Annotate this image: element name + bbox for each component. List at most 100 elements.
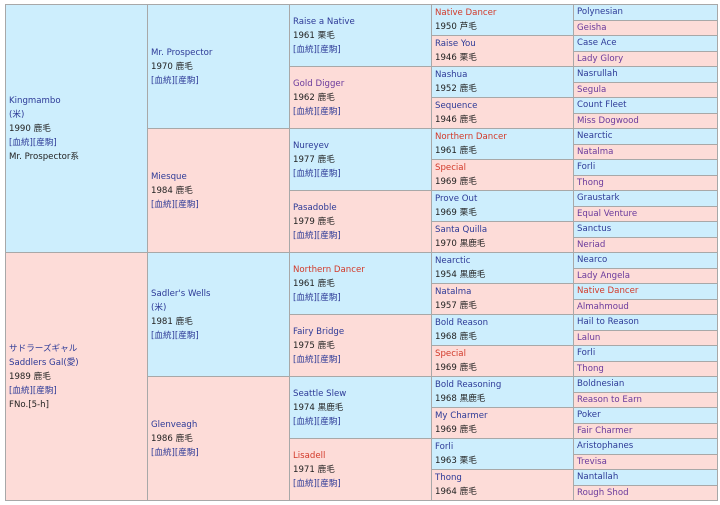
horse-name-link[interactable]: Sequence [435, 101, 478, 111]
dam-cell-gen5: Miss Dogwood [573, 112, 718, 129]
horse-name-link[interactable]: Sanctus [577, 224, 612, 235]
sire-cell-gen2: Sadler's Wells (米) 1981 鹿毛 [血統][産駒] [147, 252, 290, 377]
horse-name-link[interactable]: Miss Dogwood [577, 115, 639, 126]
horse-name-link[interactable]: Lalun [577, 332, 601, 343]
horse-name-link[interactable]: Nureyev [293, 140, 329, 151]
pedigree-row: Geisha [6, 19, 718, 36]
horse-info: 1975 鹿毛 [293, 340, 335, 351]
horse-name-link[interactable]: Poker [577, 410, 601, 421]
horse-name-link[interactable]: Santa Quilla [435, 225, 488, 235]
sire-cell-gen5: Nearctic [573, 128, 718, 145]
horse-name-link[interactable]: Sadler's Wells [151, 288, 211, 299]
horse-name-link[interactable]: Nearco [577, 255, 608, 266]
horse-name-link[interactable]: Lady Glory [577, 53, 624, 64]
pedigree-links[interactable]: (米) [151, 302, 167, 313]
horse-name-link[interactable]: Boldnesian [577, 379, 625, 390]
horse-info: 1970 鹿毛 [151, 61, 193, 72]
sire-cell-gen5: Forli [573, 345, 718, 362]
horse-name-link[interactable]: Lady Angela [577, 270, 631, 281]
pedigree-row: Equal Venture [6, 205, 718, 222]
dam-cell-gen5: Thong [573, 360, 718, 377]
pedigree-links[interactable]: [血統][産駒] [293, 230, 341, 241]
horse-name-link[interactable]: Glenveagh [151, 419, 198, 430]
horse-name-link[interactable]: Case Ace [577, 38, 617, 49]
horse-name-link[interactable]: Reason to Earn [577, 394, 642, 405]
horse-name-link[interactable]: Northern Dancer [293, 264, 365, 275]
horse-name-link[interactable]: Lisadell [293, 450, 326, 461]
horse-name-link[interactable]: Prove Out [435, 194, 478, 204]
dam-cell-gen4: Sequence 1946 鹿毛 [431, 97, 574, 129]
horse-name-link[interactable]: Native Dancer [435, 8, 497, 18]
pedigree-row: Thong [6, 360, 718, 377]
horse-name-link[interactable]: Almahmoud [577, 301, 629, 312]
horse-info: 1957 鹿毛 [435, 301, 477, 311]
horse-name-link[interactable]: Miesque [151, 171, 187, 182]
horse-name-link[interactable]: My Charmer [435, 411, 488, 421]
sire-cell-gen4: Nearctic 1954 黒鹿毛 [431, 252, 574, 284]
horse-name-link[interactable]: Nearctic [435, 256, 471, 266]
horse-info: Mr. Prospector系 [9, 151, 79, 162]
pedigree-links[interactable]: [血統][産駒] [151, 330, 199, 341]
horse-name-link[interactable]: Nashua [435, 70, 468, 80]
pedigree-links[interactable]: [血統][産駒] [293, 292, 341, 303]
horse-name-link[interactable]: Thong [577, 177, 604, 188]
pedigree-links[interactable]: [血統][産駒] [151, 75, 199, 86]
horse-name-link[interactable]: Segula [577, 84, 607, 95]
horse-name-link[interactable]: Hail to Reason [577, 317, 639, 328]
horse-name-link[interactable]: Fairy Bridge [293, 326, 345, 337]
pedigree-links[interactable]: [血統][産駒] [293, 168, 341, 179]
horse-name-link[interactable]: Mr. Prospector [151, 47, 213, 58]
horse-name-link[interactable]: Raise You [435, 39, 476, 49]
horse-name-link[interactable]: Equal Venture [577, 208, 638, 219]
horse-name-link[interactable]: Pasadoble [293, 202, 337, 213]
horse-name-link[interactable]: Forli [435, 442, 454, 452]
pedigree-links[interactable]: (米) [9, 109, 25, 120]
horse-name-link[interactable]: Nearctic [577, 131, 613, 142]
horse-name-link[interactable]: Count Fleet [577, 100, 627, 111]
horse-name-link[interactable]: Natalma [435, 287, 472, 297]
dam-cell-gen5: Fair Charmer [573, 422, 718, 439]
sire-cell-gen5: Graustark [573, 190, 718, 207]
horse-name-link[interactable]: Forli [577, 348, 596, 359]
pedigree-links[interactable]: [血統][産駒] [9, 137, 57, 148]
horse-name-link[interactable]: Northern Dancer [435, 132, 507, 142]
pedigree-links[interactable]: [血統][産駒] [293, 416, 341, 427]
horse-name-link[interactable]: Nasrullah [577, 69, 618, 80]
horse-name-link[interactable]: Aristophanes [577, 441, 634, 452]
horse-name-link[interactable]: Fair Charmer [577, 425, 633, 436]
dam-cell-gen4: Raise You 1946 栗毛 [431, 35, 574, 67]
horse-name-link[interactable]: Nantallah [577, 472, 619, 483]
horse-name-link[interactable]: Raise a Native [293, 16, 355, 27]
horse-name-link[interactable]: Gold Digger [293, 78, 345, 89]
pedigree-links[interactable]: [血統][産駒] [293, 44, 341, 55]
horse-info: 1961 鹿毛 [435, 146, 477, 156]
horse-name-link[interactable]: Graustark [577, 193, 620, 204]
horse-info: 1962 鹿毛 [293, 92, 335, 103]
horse-name-link[interactable]: Kingmambo [9, 95, 61, 106]
pedigree-links[interactable]: [血統][産駒] [293, 478, 341, 489]
horse-name-link[interactable]: サドラーズギャル [9, 343, 78, 354]
horse-name-link[interactable]: Bold Reason [435, 318, 489, 328]
horse-name-link[interactable]: Natalma [577, 146, 614, 157]
horse-name-link[interactable]: Special [435, 163, 466, 173]
pedigree-links[interactable]: [血統][産駒] [293, 354, 341, 365]
horse-name-link[interactable]: Bold Reasoning [435, 380, 502, 390]
horse-name-link[interactable]: Polynesian [577, 7, 623, 18]
horse-name-link[interactable]: Geisha [577, 22, 607, 33]
horse-name-link[interactable]: Neriad [577, 239, 606, 250]
horse-info: 1950 芦毛 [435, 22, 477, 32]
horse-name-link[interactable]: Trevisa [577, 456, 607, 467]
horse-name-link[interactable]: Thong [577, 363, 604, 374]
horse-name-link[interactable]: Special [435, 349, 466, 359]
horse-name-link[interactable]: Rough Shod [577, 487, 629, 498]
pedigree-links[interactable]: Saddlers Gal(愛) [9, 357, 79, 368]
horse-name-link[interactable]: Thong [435, 473, 462, 483]
pedigree-links[interactable]: [血統][産駒] [9, 385, 57, 396]
horse-name-link[interactable]: Seattle Slew [293, 388, 347, 399]
pedigree-links[interactable]: [血統][産駒] [151, 199, 199, 210]
pedigree-links[interactable]: [血統][産駒] [151, 447, 199, 458]
pedigree-links[interactable]: [血統][産駒] [293, 106, 341, 117]
horse-name-link[interactable]: Native Dancer [577, 286, 639, 297]
horse-name-link[interactable]: Forli [577, 162, 596, 173]
dam-cell-gen3: Pasadoble 1979 鹿毛 [血統][産駒] [289, 190, 432, 253]
